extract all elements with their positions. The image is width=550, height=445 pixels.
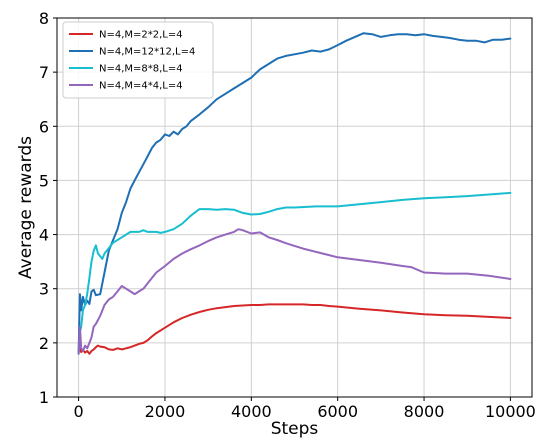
x-axis-title: Steps [271,419,319,439]
y-tick-label: 1 [39,388,49,407]
series-line-2 [77,32,512,355]
series-line-3 [77,191,512,355]
y-tick-label: 4 [39,226,49,245]
plot-frame [56,17,533,398]
x-tick-label: 0 [73,402,83,421]
legend-label: N=4,M=2*2,L=4 [99,30,183,41]
legend: N=4,M=2*2,L=4 N=4,M=12*12,L=4 N=4,M=8*8,L=… [62,21,214,99]
legend-label: N=4,M=12*12,L=4 [99,47,195,58]
x-tick-label: 6000 [317,402,358,421]
x-tick-label: 10000 [485,402,536,421]
legend-label: N=4,M=4*4,L=4 [99,81,183,92]
legend-box [62,21,214,99]
y-axis-title: Average rewards [16,136,36,279]
y-tick-label: 7 [39,63,49,82]
x-tick-label: 8000 [404,402,445,421]
y-tick-label: 2 [39,334,49,353]
y-tick-label: 8 [39,9,49,28]
y-tick-label: 5 [39,171,49,190]
series-line-4 [77,228,512,355]
x-tick-label: 2000 [145,402,186,421]
series-line-1 [77,303,512,355]
x-tick-label: 4000 [231,402,272,421]
series-lines [77,32,512,355]
y-tick-label: 3 [39,280,49,299]
axis-ticks: 0 2000 4000 6000 8000 10000 1 2 3 4 5 6 7 8 [39,9,536,421]
y-tick-label: 6 [39,117,49,136]
legend-label: N=4,M=8*8,L=4 [99,64,183,75]
